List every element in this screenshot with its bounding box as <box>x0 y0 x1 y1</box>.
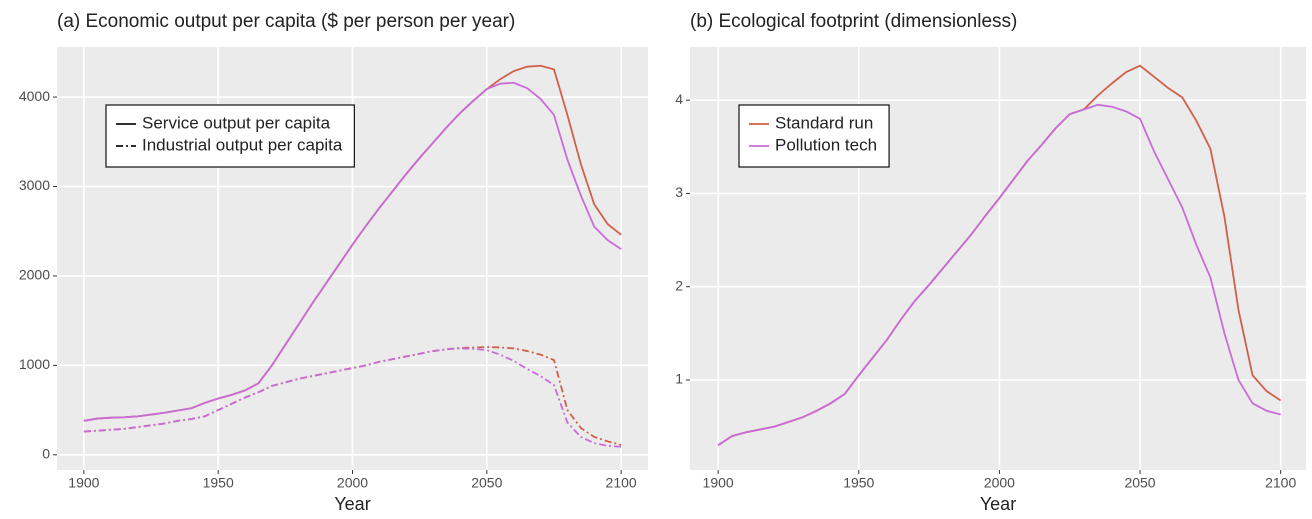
y-tick-label: 3000 <box>19 177 50 193</box>
legend-label: Standard run <box>775 113 873 132</box>
x-tick-label: 1900 <box>703 475 734 491</box>
y-tick-label: 2000 <box>19 267 50 283</box>
data-line <box>717 103 1281 447</box>
x-tick-label: 1950 <box>203 475 234 491</box>
x-tick-label: 2050 <box>1124 475 1155 491</box>
data-line <box>83 347 622 448</box>
y-tick-label: 2 <box>675 277 683 293</box>
x-tick-label: 2050 <box>471 475 502 491</box>
x-tick-label: 2000 <box>337 475 368 491</box>
x-tick-label: 2000 <box>984 475 1015 491</box>
legend-label: Pollution tech <box>775 135 877 154</box>
x-axis-label: Year <box>980 494 1016 514</box>
data-line <box>83 81 622 422</box>
y-tick-label: 4 <box>675 91 683 107</box>
y-tick-label: 1 <box>675 371 683 387</box>
y-tick-label: 3 <box>675 184 683 200</box>
x-axis-label: Year <box>334 494 370 514</box>
panel-title: (a) Economic output per capita ($ per pe… <box>57 11 515 32</box>
legend-label: Service output per capita <box>142 113 331 132</box>
legend-box <box>738 104 890 168</box>
legend-label: Industrial output per capita <box>142 135 343 154</box>
y-tick-label: 0 <box>42 446 50 462</box>
x-tick-label: 1900 <box>68 475 99 491</box>
x-tick-label: 2100 <box>606 475 637 491</box>
y-tick-label: 1000 <box>19 356 50 372</box>
x-tick-label: 1950 <box>843 475 874 491</box>
y-tick-label: 4000 <box>19 88 50 104</box>
panel-title: (b) Ecological footprint (dimensionless) <box>690 11 1017 32</box>
x-tick-label: 2100 <box>1265 475 1296 491</box>
legend-box <box>105 104 355 168</box>
